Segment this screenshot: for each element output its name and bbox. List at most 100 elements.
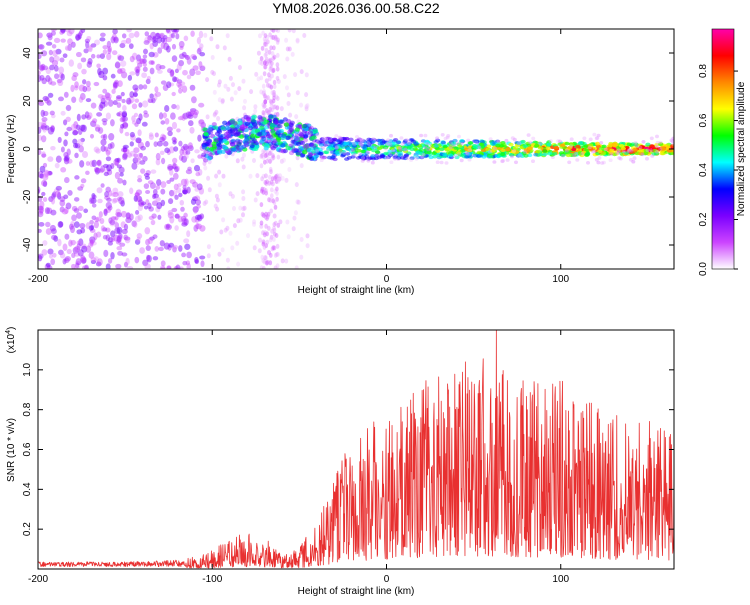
noise-cell [42,240,48,246]
noise-cell [38,32,43,39]
noise-cell [145,140,150,148]
spectrogram-y-tick-label: -20 [22,189,33,204]
stripe-cell [264,255,268,261]
signal-cell [374,153,380,158]
noise-cell [70,123,77,132]
band-cell [229,120,236,125]
noise-cell [118,166,125,174]
noise-cell [214,109,219,115]
noise-cell [193,224,199,232]
band-cell [272,139,278,144]
signal-cell [628,150,634,154]
noise-cell [172,29,179,34]
noise-cell [139,160,146,165]
noise-cell [159,240,165,247]
noise-cell [304,72,309,78]
halo-cell [558,139,562,144]
noise-cell [88,225,94,231]
halo-cell [671,141,674,146]
stripe-cell [271,155,276,161]
halo-cell [334,134,339,138]
noise-cell [175,264,181,269]
noise-cell [299,69,304,75]
halo-cell [574,151,579,156]
halo-cell [366,159,371,163]
noise-cell [111,50,118,56]
signal-cell [326,146,332,150]
noise-cell [193,109,199,116]
noise-cell [75,262,80,269]
stripe-cell [274,177,279,183]
noise-cell [86,61,92,68]
noise-cell [178,40,185,48]
noise-cell [107,237,114,243]
noise-cell [276,79,281,84]
signal-cell [512,146,518,150]
noise-cell [121,115,126,123]
signal-cell [670,144,674,148]
halo-cell [370,160,375,165]
halo-cell [492,160,497,164]
noise-cell [96,187,103,194]
noise-cell [116,234,123,242]
noise-cell [116,102,122,108]
halo-cell [359,143,364,147]
noise-cell [74,245,80,253]
noise-cell [100,145,106,152]
noise-cell [170,112,176,120]
noise-cell [217,97,222,103]
halo-cell [320,146,325,150]
noise-cell [139,58,144,64]
noise-cell [237,86,242,92]
noise-cell [135,157,141,165]
halo-cell [587,145,592,150]
signal-cell [537,152,544,157]
noise-cell [183,212,188,218]
noise-cell [152,234,158,239]
noise-cell [157,214,162,220]
stripe-cell [274,179,279,184]
noise-cell [133,147,140,154]
noise-cell [225,257,230,263]
noise-cell [47,127,55,135]
stripe-cell [261,110,266,116]
noise-cell [110,36,116,44]
noise-cell [177,84,183,89]
noise-cell [165,29,172,34]
noise-cell [120,39,128,45]
noise-cell [60,110,66,116]
noise-cell [192,111,198,119]
noise-cell [278,219,283,225]
noise-cell [62,258,67,265]
stripe-cell [273,252,278,258]
noise-cell [118,111,123,118]
noise-cell [172,162,177,170]
noise-cell [164,104,170,113]
noise-cell [187,166,192,171]
noise-cell [127,74,133,81]
noise-cell [114,161,119,166]
signal-cell [442,152,448,157]
signal-cell [517,152,524,157]
band-cell [245,115,251,120]
noise-cell [184,178,189,187]
noise-cell [242,152,246,158]
noise-cell [182,112,189,120]
noise-cell [95,216,101,222]
noise-cell [125,212,131,220]
band-cell [218,138,224,143]
noise-cell [186,74,192,80]
noise-cell [275,173,280,179]
signal-cell [477,154,484,158]
halo-cell [440,133,445,137]
noise-cell [286,101,291,106]
noise-cell [178,53,185,60]
noise-cell [47,92,54,98]
noise-cell [96,160,102,166]
noise-cell [195,199,202,206]
noise-cell [38,126,42,134]
halo-cell [385,142,390,146]
noise-cell [68,59,75,67]
noise-cell [236,218,241,224]
